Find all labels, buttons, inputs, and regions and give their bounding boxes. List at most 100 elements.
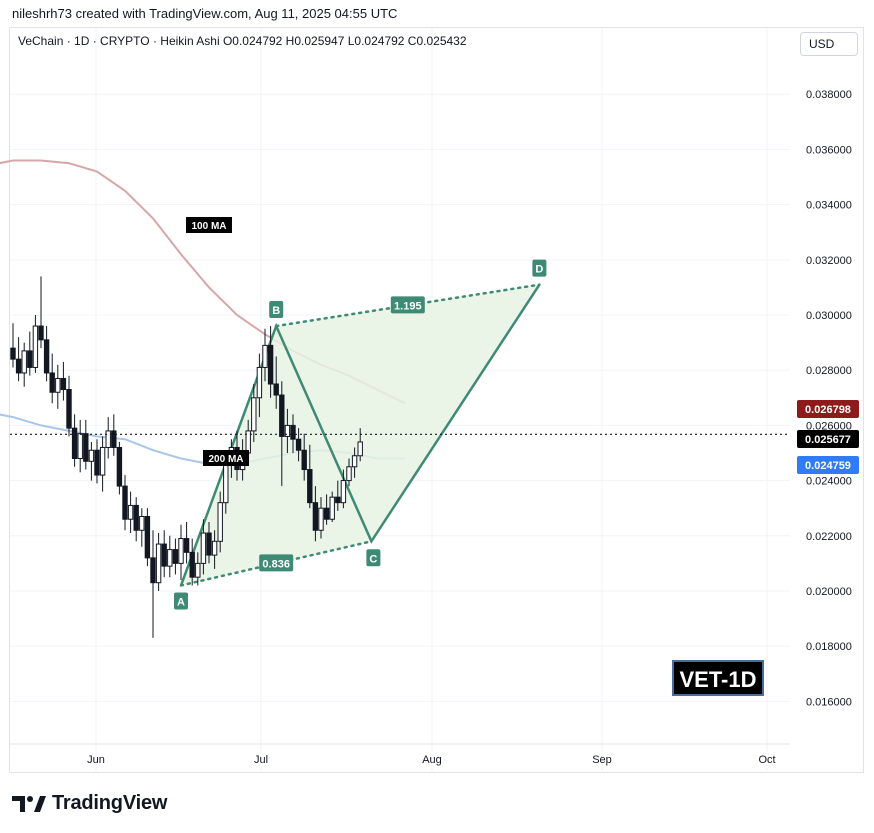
candle: [99, 436, 106, 492]
candle-body: [32, 325, 39, 368]
candle-body: [172, 549, 179, 564]
candle: [122, 475, 128, 531]
candle: [307, 444, 313, 509]
candle: [15, 337, 22, 382]
symbol-legend: VeChain · 1D · CRYPTO · Heikin Ashi O0.0…: [18, 34, 467, 48]
candle: [329, 491, 335, 522]
candle: [256, 353, 263, 418]
candle: [38, 276, 44, 349]
ratio-bd-label: 1.195: [394, 300, 422, 312]
candle: [144, 508, 151, 567]
candle-body: [133, 504, 139, 531]
candle: [49, 353, 55, 404]
candle-body: [206, 532, 212, 556]
ma-100-tag: 100 MA: [191, 221, 226, 232]
candle: [55, 364, 61, 409]
candle: [340, 469, 347, 509]
candle: [206, 521, 212, 564]
candle-body: [116, 446, 123, 487]
candle: [127, 491, 134, 534]
candle-body: [43, 339, 50, 374]
candle: [77, 419, 83, 473]
candle-body: [357, 441, 363, 457]
candle-body: [295, 438, 302, 451]
ratio-ac-label: 0.836: [262, 558, 290, 570]
ma-200-price-label: 0.024759: [805, 460, 851, 472]
candle-body: [66, 389, 72, 429]
candle-body: [10, 347, 16, 360]
candle: [323, 494, 330, 525]
candle: [139, 508, 145, 547]
pattern-point-a: A: [177, 596, 185, 608]
y-tick-label: 0.022000: [806, 531, 852, 543]
candle-body: [60, 377, 67, 391]
y-tick-label: 0.030000: [806, 310, 852, 322]
y-tick-label: 0.034000: [806, 200, 852, 212]
y-tick-label: 0.028000: [806, 365, 852, 377]
y-tick-label: 0.032000: [806, 255, 852, 267]
candle: [66, 375, 72, 437]
bcd-triangle: [276, 284, 540, 542]
tradingview-logo[interactable]: TradingView: [12, 792, 167, 815]
ma-100-price-label: 0.026798: [805, 404, 851, 416]
time-axis: Jun Jul Aug Sep Oct: [10, 743, 790, 766]
candle: [116, 441, 123, 495]
pattern-point-a-bg: [174, 592, 188, 610]
candle-body: [340, 480, 347, 504]
candle: [155, 533, 162, 591]
candle-body: [290, 424, 296, 440]
candle: [111, 414, 117, 456]
ma-200-price-label-bg: [797, 456, 859, 474]
candle-body: [161, 543, 167, 567]
candle-body: [200, 532, 207, 564]
candle-body: [111, 430, 117, 448]
x-tick-label: Aug: [422, 754, 442, 766]
candle-body: [139, 515, 145, 531]
candle-body: [167, 549, 173, 567]
candle: [60, 361, 67, 401]
candle: [195, 552, 201, 586]
candle: [83, 419, 89, 470]
harmonic-pattern-labels: A B C D 0.836 1.195: [174, 259, 547, 610]
candle-body: [189, 551, 195, 578]
candle: [88, 441, 95, 481]
candle: [295, 428, 302, 462]
chart-attribution: nileshrh73 created with TradingView.com,…: [12, 6, 398, 21]
candle: [161, 530, 167, 578]
y-tick-label: 0.026000: [806, 420, 852, 432]
y-tick-label: 0.024000: [806, 476, 852, 488]
y-tick-label: 0.038000: [806, 89, 852, 101]
candle-body: [127, 504, 134, 520]
candle-body: [211, 540, 218, 556]
candle: [27, 331, 33, 376]
candle-body: [301, 449, 307, 471]
candle: [10, 323, 16, 368]
currency-button[interactable]: USD: [800, 32, 858, 56]
pattern-point-d-bg: [532, 259, 547, 277]
candle-body: [279, 394, 285, 437]
ma-100-price-label-bg: [797, 400, 859, 418]
candle: [318, 497, 324, 539]
candle: [301, 433, 307, 481]
candle-body: [71, 427, 78, 460]
xabc-triangle: [181, 326, 372, 586]
candle-body: [150, 557, 156, 584]
x-tick-label: Sep: [592, 754, 612, 766]
ratio-bd-bg: [390, 296, 425, 314]
ticker-badge: VET-1D: [672, 660, 764, 696]
candle-body: [335, 496, 341, 504]
y-tick-label: 0.018000: [806, 641, 852, 653]
last-price-label-bg: [797, 430, 859, 448]
ratio-ac-bg: [259, 554, 294, 572]
candle: [251, 384, 257, 442]
candle: [335, 480, 341, 511]
candle: [94, 439, 100, 484]
candle: [312, 486, 319, 542]
candle-body: [55, 377, 61, 393]
candle: [217, 491, 223, 553]
y-tick-label: 0.020000: [806, 586, 852, 598]
chart-panel: [9, 27, 864, 773]
x-tick-label: Oct: [758, 754, 775, 766]
y-tick-label: 0.016000: [806, 696, 852, 708]
